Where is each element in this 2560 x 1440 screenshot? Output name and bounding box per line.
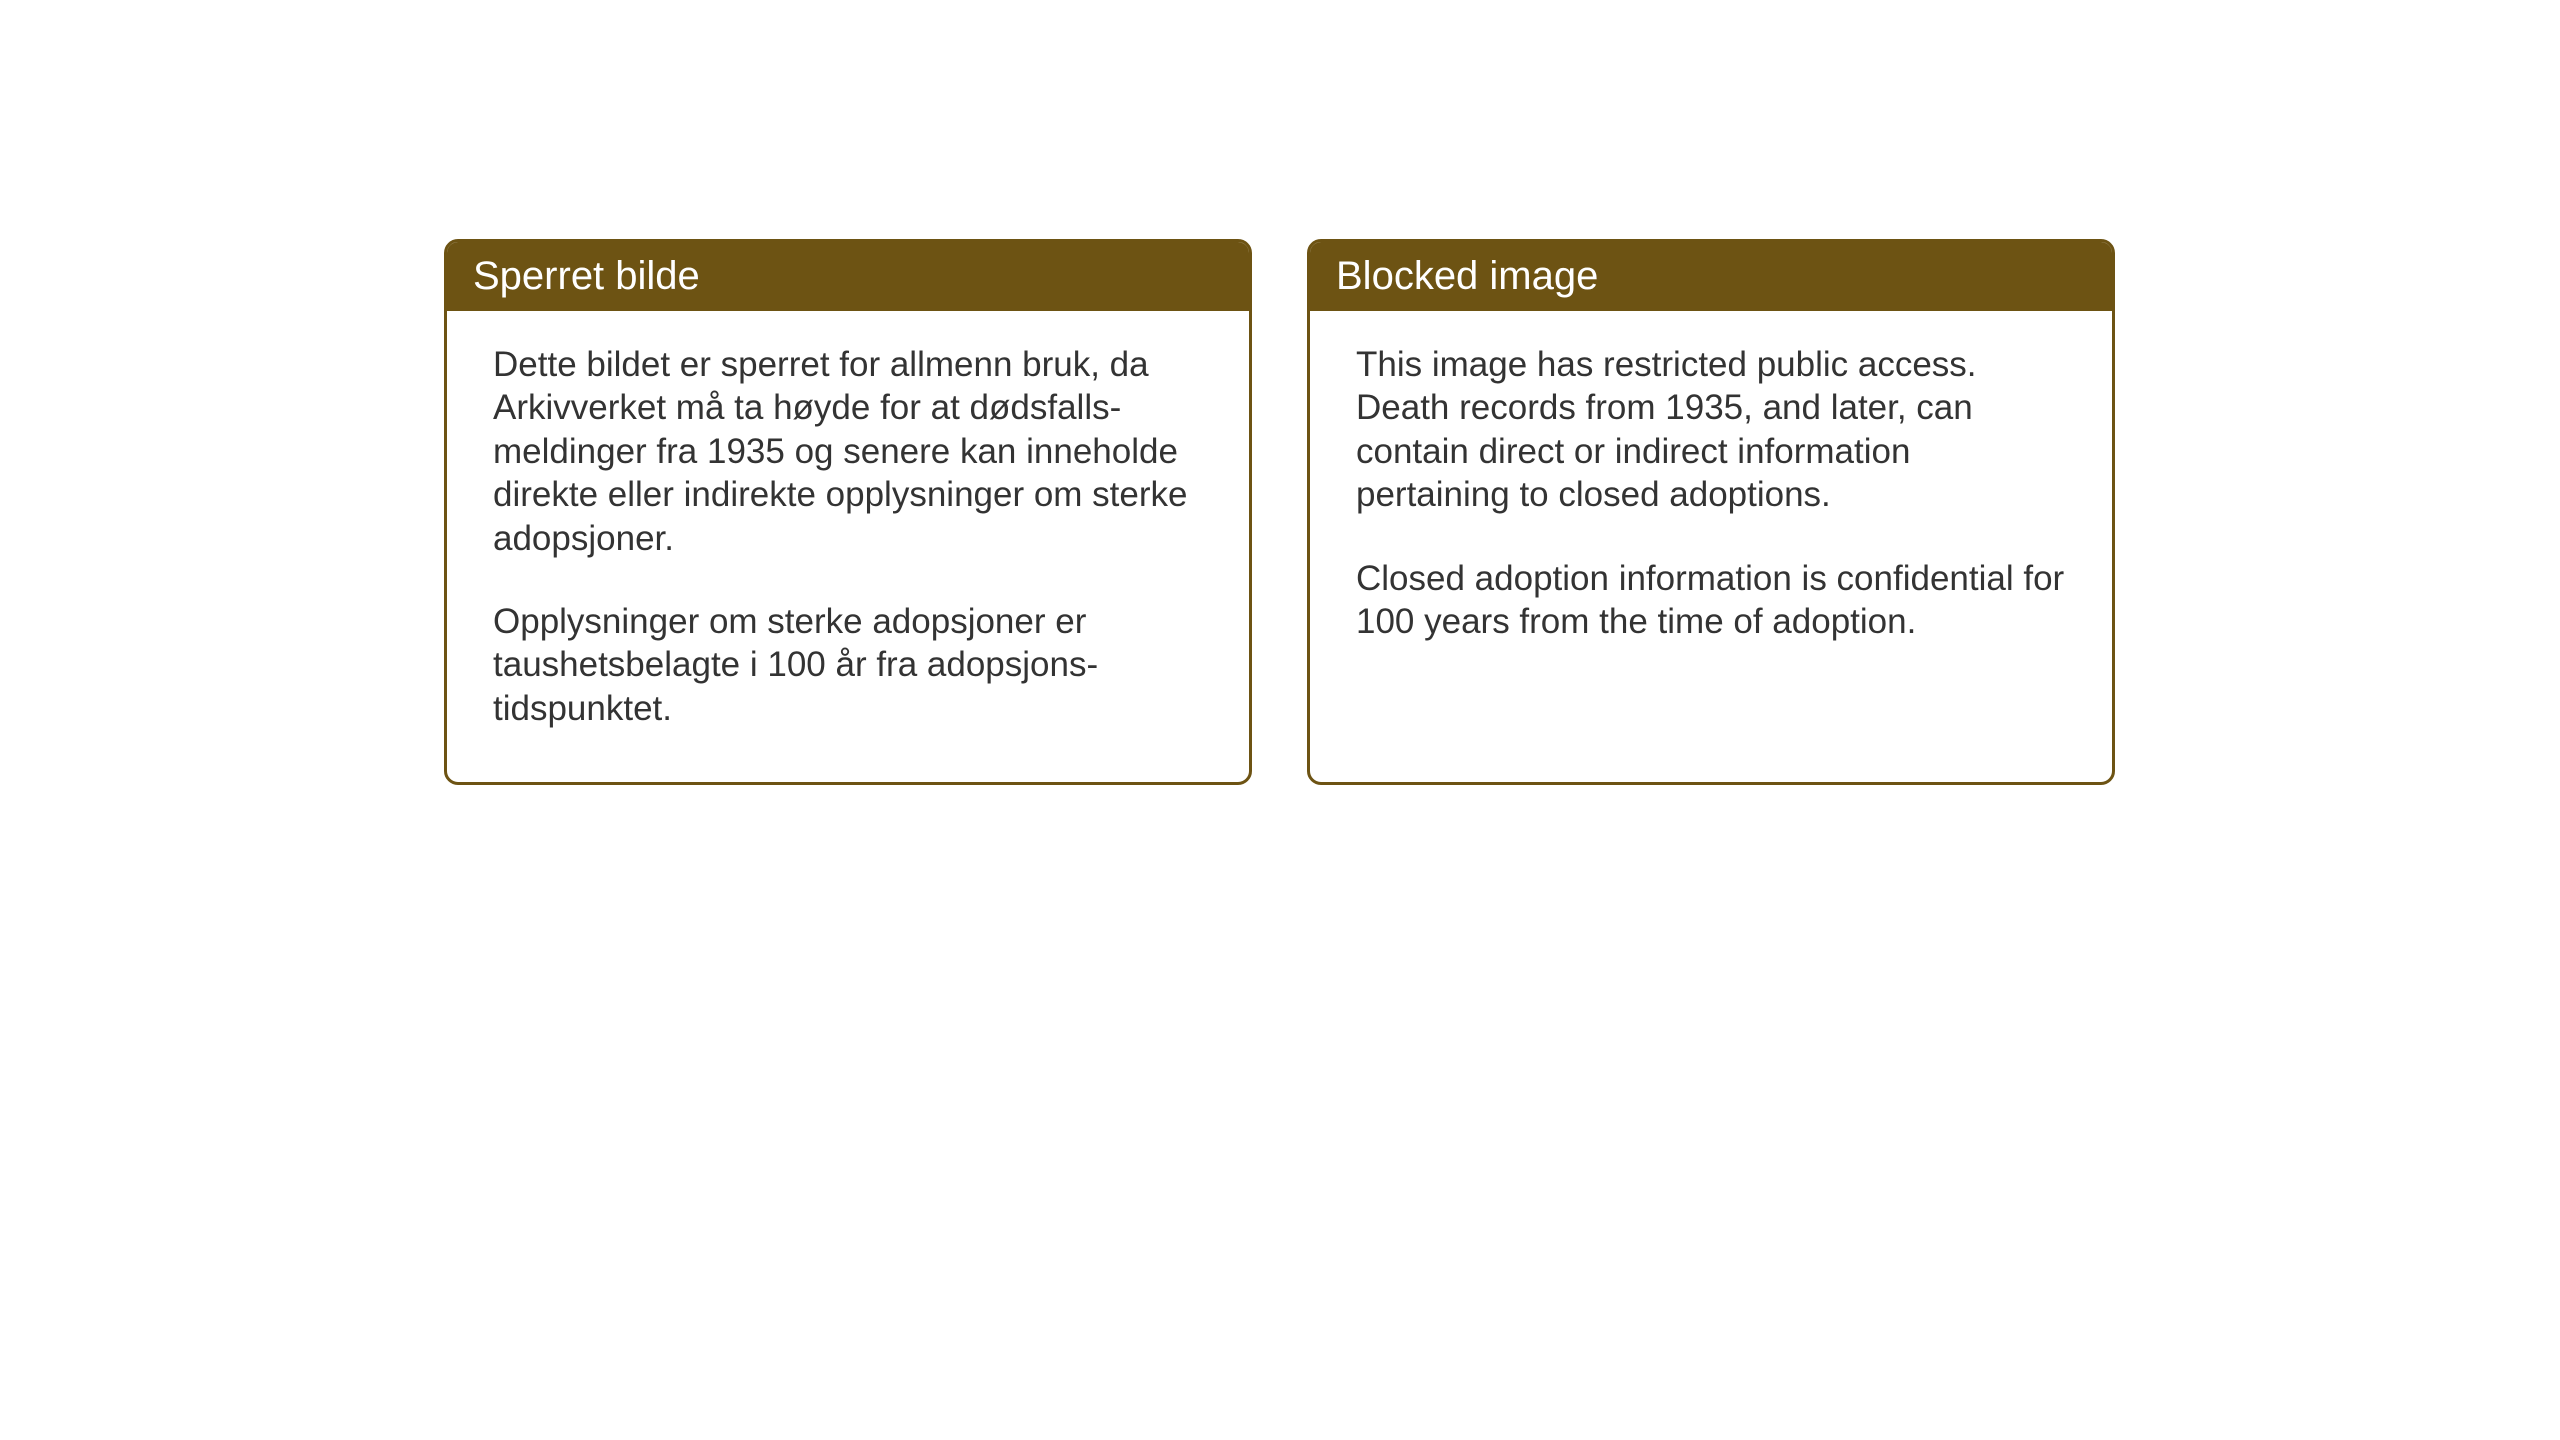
- norwegian-paragraph-2: Opplysninger om sterke adopsjoner er tau…: [493, 600, 1203, 730]
- norwegian-paragraph-1: Dette bildet er sperret for allmenn bruk…: [493, 343, 1203, 560]
- english-notice-box: Blocked image This image has restricted …: [1307, 239, 2115, 785]
- norwegian-notice-box: Sperret bilde Dette bildet er sperret fo…: [444, 239, 1252, 785]
- english-paragraph-2: Closed adoption information is confident…: [1356, 557, 2066, 644]
- notice-container: Sperret bilde Dette bildet er sperret fo…: [444, 239, 2115, 785]
- english-notice-header: Blocked image: [1310, 242, 2112, 311]
- norwegian-notice-header: Sperret bilde: [447, 242, 1249, 311]
- norwegian-notice-body: Dette bildet er sperret for allmenn bruk…: [447, 311, 1249, 782]
- english-notice-body: This image has restricted public access.…: [1310, 311, 2112, 695]
- english-paragraph-1: This image has restricted public access.…: [1356, 343, 2066, 517]
